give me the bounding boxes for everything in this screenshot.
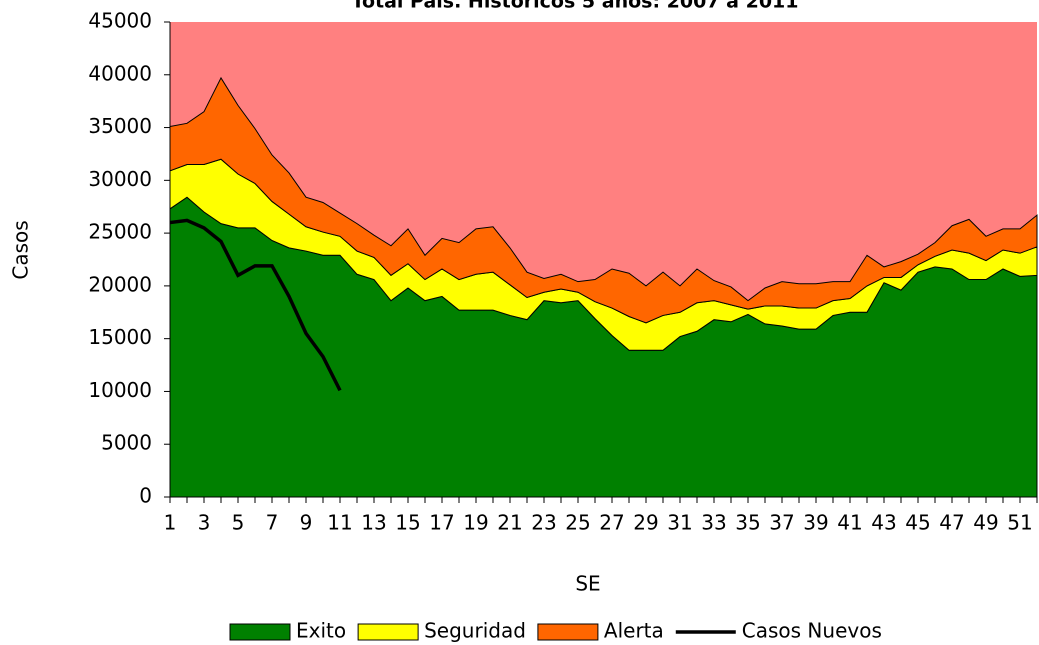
x-tick-label: 1 <box>164 511 177 535</box>
legend-label: Casos Nuevos <box>742 619 882 643</box>
x-tick-label: 5 <box>232 511 245 535</box>
x-tick-label: 33 <box>701 511 726 535</box>
x-tick-label: 9 <box>300 511 313 535</box>
y-tick-label: 45000 <box>88 9 152 33</box>
x-tick-label: 15 <box>395 511 420 535</box>
y-tick-label: 30000 <box>88 167 152 191</box>
y-tick-label: 35000 <box>88 114 152 138</box>
x-tick-label: 47 <box>939 511 964 535</box>
legend-label: Alerta <box>604 619 664 643</box>
x-tick-label: 3 <box>198 511 211 535</box>
x-tick-label: 27 <box>599 511 624 535</box>
y-tick-label: 10000 <box>88 378 152 402</box>
x-tick-label: 29 <box>633 511 658 535</box>
x-tick-label: 31 <box>667 511 692 535</box>
x-tick-label: 11 <box>327 511 352 535</box>
legend-label: Seguridad <box>424 619 526 643</box>
x-tick-label: 19 <box>463 511 488 535</box>
x-axis-title: SE <box>575 572 600 596</box>
y-tick-label: 25000 <box>88 220 152 244</box>
x-tick-label: 25 <box>565 511 590 535</box>
line <box>169 218 342 392</box>
legend-swatch <box>229 623 291 641</box>
x-tick-label: 51 <box>1007 511 1032 535</box>
y-tick-label: 5000 <box>101 431 152 455</box>
y-tick-label: 0 <box>139 484 152 508</box>
x-tick-label: 41 <box>837 511 862 535</box>
x-tick-label: 21 <box>497 511 522 535</box>
legend-swatch <box>357 623 419 641</box>
legend-swatch <box>537 623 599 641</box>
x-tick-label: 7 <box>266 511 279 535</box>
y-axis-title: Casos <box>9 220 33 279</box>
x-tick-label: 35 <box>735 511 760 535</box>
y-tick-label: 40000 <box>88 61 152 85</box>
x-tick-label: 43 <box>871 511 896 535</box>
x-tick-label: 37 <box>769 511 794 535</box>
area <box>169 76 1038 324</box>
y-tick-label: 20000 <box>88 272 152 296</box>
legend-label: Exito <box>296 619 346 643</box>
x-tick-label: 39 <box>803 511 828 535</box>
chart-title: Total País. Históricos 5 años: 2007 a 20… <box>352 0 799 13</box>
x-tick-label: 23 <box>531 511 556 535</box>
x-tick-label: 45 <box>905 511 930 535</box>
x-tick-label: 17 <box>429 511 454 535</box>
y-tick-label: 15000 <box>88 325 152 349</box>
x-tick-label: 13 <box>361 511 386 535</box>
x-tick-label: 49 <box>973 511 998 535</box>
